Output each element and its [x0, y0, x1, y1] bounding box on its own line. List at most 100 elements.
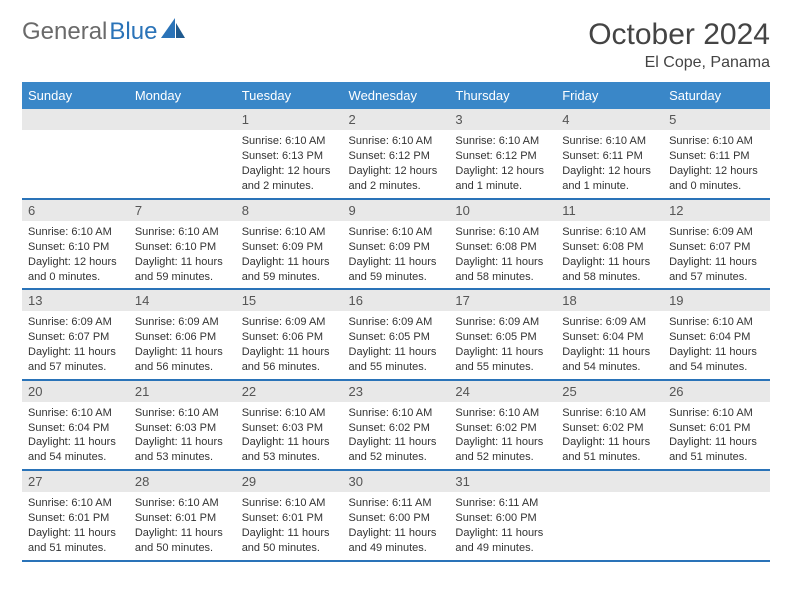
sunset-text: Sunset: 6:02 PM	[349, 421, 444, 436]
day-header: Monday	[129, 82, 236, 109]
sunset-text: Sunset: 6:06 PM	[135, 330, 230, 345]
calendar-day-cell: 19Sunrise: 6:10 AMSunset: 6:04 PMDayligh…	[663, 289, 770, 379]
sunrise-text: Sunrise: 6:09 AM	[28, 315, 123, 330]
calendar-day-cell: 17Sunrise: 6:09 AMSunset: 6:05 PMDayligh…	[449, 289, 556, 379]
sunset-text: Sunset: 6:02 PM	[562, 421, 657, 436]
calendar-day-cell: 25Sunrise: 6:10 AMSunset: 6:02 PMDayligh…	[556, 380, 663, 470]
sunrise-text: Sunrise: 6:10 AM	[349, 225, 444, 240]
day-number: 4	[556, 109, 663, 130]
day-number: 6	[22, 200, 129, 221]
day-number: 29	[236, 471, 343, 492]
sunrise-text: Sunrise: 6:09 AM	[669, 225, 764, 240]
day-body: Sunrise: 6:10 AMSunset: 6:12 PMDaylight:…	[449, 130, 556, 197]
sunrise-text: Sunrise: 6:10 AM	[669, 315, 764, 330]
calendar-day-cell: 31Sunrise: 6:11 AMSunset: 6:00 PMDayligh…	[449, 470, 556, 560]
day-body: Sunrise: 6:10 AMSunset: 6:11 PMDaylight:…	[556, 130, 663, 197]
logo: GeneralBlue	[22, 18, 187, 46]
daylight-text: Daylight: 11 hours and 50 minutes.	[242, 526, 337, 556]
sunrise-text: Sunrise: 6:10 AM	[135, 225, 230, 240]
daylight-text: Daylight: 12 hours and 0 minutes.	[28, 255, 123, 285]
calendar-day-cell: 9Sunrise: 6:10 AMSunset: 6:09 PMDaylight…	[343, 199, 450, 289]
day-body: Sunrise: 6:09 AMSunset: 6:07 PMDaylight:…	[22, 311, 129, 378]
daylight-text: Daylight: 11 hours and 50 minutes.	[135, 526, 230, 556]
day-number: 8	[236, 200, 343, 221]
calendar-week-row: 27Sunrise: 6:10 AMSunset: 6:01 PMDayligh…	[22, 470, 770, 560]
sunset-text: Sunset: 6:01 PM	[669, 421, 764, 436]
calendar-day-cell: 26Sunrise: 6:10 AMSunset: 6:01 PMDayligh…	[663, 380, 770, 470]
day-number: 1	[236, 109, 343, 130]
day-number: 5	[663, 109, 770, 130]
calendar-day-cell: 30Sunrise: 6:11 AMSunset: 6:00 PMDayligh…	[343, 470, 450, 560]
day-number: 25	[556, 381, 663, 402]
sunset-text: Sunset: 6:10 PM	[135, 240, 230, 255]
month-title: October 2024	[588, 18, 770, 52]
day-number	[663, 471, 770, 492]
sunset-text: Sunset: 6:08 PM	[455, 240, 550, 255]
sunrise-text: Sunrise: 6:10 AM	[28, 496, 123, 511]
day-header: Tuesday	[236, 82, 343, 109]
day-body: Sunrise: 6:10 AMSunset: 6:08 PMDaylight:…	[449, 221, 556, 288]
sunset-text: Sunset: 6:07 PM	[669, 240, 764, 255]
sunset-text: Sunset: 6:10 PM	[28, 240, 123, 255]
sunrise-text: Sunrise: 6:10 AM	[562, 134, 657, 149]
day-number: 15	[236, 290, 343, 311]
day-body: Sunrise: 6:11 AMSunset: 6:00 PMDaylight:…	[343, 492, 450, 559]
calendar-day-cell: 6Sunrise: 6:10 AMSunset: 6:10 PMDaylight…	[22, 199, 129, 289]
daylight-text: Daylight: 11 hours and 51 minutes.	[562, 435, 657, 465]
sunrise-text: Sunrise: 6:10 AM	[242, 134, 337, 149]
sunset-text: Sunset: 6:04 PM	[28, 421, 123, 436]
calendar-week-row: 20Sunrise: 6:10 AMSunset: 6:04 PMDayligh…	[22, 380, 770, 470]
day-body: Sunrise: 6:09 AMSunset: 6:06 PMDaylight:…	[236, 311, 343, 378]
day-number: 16	[343, 290, 450, 311]
day-number: 31	[449, 471, 556, 492]
calendar-day-cell: 27Sunrise: 6:10 AMSunset: 6:01 PMDayligh…	[22, 470, 129, 560]
calendar-day-cell	[129, 109, 236, 199]
sunset-text: Sunset: 6:13 PM	[242, 149, 337, 164]
day-body: Sunrise: 6:10 AMSunset: 6:01 PMDaylight:…	[663, 402, 770, 469]
calendar-day-cell: 5Sunrise: 6:10 AMSunset: 6:11 PMDaylight…	[663, 109, 770, 199]
sunset-text: Sunset: 6:00 PM	[349, 511, 444, 526]
daylight-text: Daylight: 11 hours and 59 minutes.	[135, 255, 230, 285]
daylight-text: Daylight: 12 hours and 2 minutes.	[242, 164, 337, 194]
sunrise-text: Sunrise: 6:09 AM	[135, 315, 230, 330]
daylight-text: Daylight: 11 hours and 51 minutes.	[28, 526, 123, 556]
calendar-week-row: 13Sunrise: 6:09 AMSunset: 6:07 PMDayligh…	[22, 289, 770, 379]
title-block: October 2024 El Cope, Panama	[588, 18, 770, 72]
daylight-text: Daylight: 11 hours and 55 minutes.	[455, 345, 550, 375]
day-header: Saturday	[663, 82, 770, 109]
daylight-text: Daylight: 11 hours and 56 minutes.	[242, 345, 337, 375]
day-body: Sunrise: 6:09 AMSunset: 6:05 PMDaylight:…	[343, 311, 450, 378]
sunrise-text: Sunrise: 6:10 AM	[669, 134, 764, 149]
sunset-text: Sunset: 6:05 PM	[455, 330, 550, 345]
daylight-text: Daylight: 11 hours and 51 minutes.	[669, 435, 764, 465]
daylight-text: Daylight: 11 hours and 59 minutes.	[242, 255, 337, 285]
sunset-text: Sunset: 6:03 PM	[242, 421, 337, 436]
day-number: 9	[343, 200, 450, 221]
calendar-day-cell: 29Sunrise: 6:10 AMSunset: 6:01 PMDayligh…	[236, 470, 343, 560]
sunrise-text: Sunrise: 6:10 AM	[455, 134, 550, 149]
day-number: 12	[663, 200, 770, 221]
daylight-text: Daylight: 11 hours and 54 minutes.	[669, 345, 764, 375]
logo-text-blue: Blue	[109, 18, 157, 46]
day-number: 30	[343, 471, 450, 492]
day-number: 2	[343, 109, 450, 130]
day-body: Sunrise: 6:10 AMSunset: 6:11 PMDaylight:…	[663, 130, 770, 197]
sunrise-text: Sunrise: 6:10 AM	[28, 406, 123, 421]
day-number: 10	[449, 200, 556, 221]
sunset-text: Sunset: 6:12 PM	[455, 149, 550, 164]
daylight-text: Daylight: 11 hours and 52 minutes.	[455, 435, 550, 465]
daylight-text: Daylight: 11 hours and 59 minutes.	[349, 255, 444, 285]
logo-sail-icon	[161, 18, 187, 40]
sunset-text: Sunset: 6:05 PM	[349, 330, 444, 345]
day-body: Sunrise: 6:10 AMSunset: 6:08 PMDaylight:…	[556, 221, 663, 288]
calendar-day-cell: 14Sunrise: 6:09 AMSunset: 6:06 PMDayligh…	[129, 289, 236, 379]
day-body: Sunrise: 6:10 AMSunset: 6:02 PMDaylight:…	[343, 402, 450, 469]
calendar-day-cell: 28Sunrise: 6:10 AMSunset: 6:01 PMDayligh…	[129, 470, 236, 560]
day-body: Sunrise: 6:10 AMSunset: 6:01 PMDaylight:…	[236, 492, 343, 559]
daylight-text: Daylight: 11 hours and 58 minutes.	[562, 255, 657, 285]
sunset-text: Sunset: 6:01 PM	[135, 511, 230, 526]
calendar-day-cell: 2Sunrise: 6:10 AMSunset: 6:12 PMDaylight…	[343, 109, 450, 199]
calendar-day-cell: 1 Sunrise: 6:10 AMSunset: 6:13 PMDaylight…	[236, 109, 343, 199]
sunset-text: Sunset: 6:02 PM	[455, 421, 550, 436]
day-number: 13	[22, 290, 129, 311]
